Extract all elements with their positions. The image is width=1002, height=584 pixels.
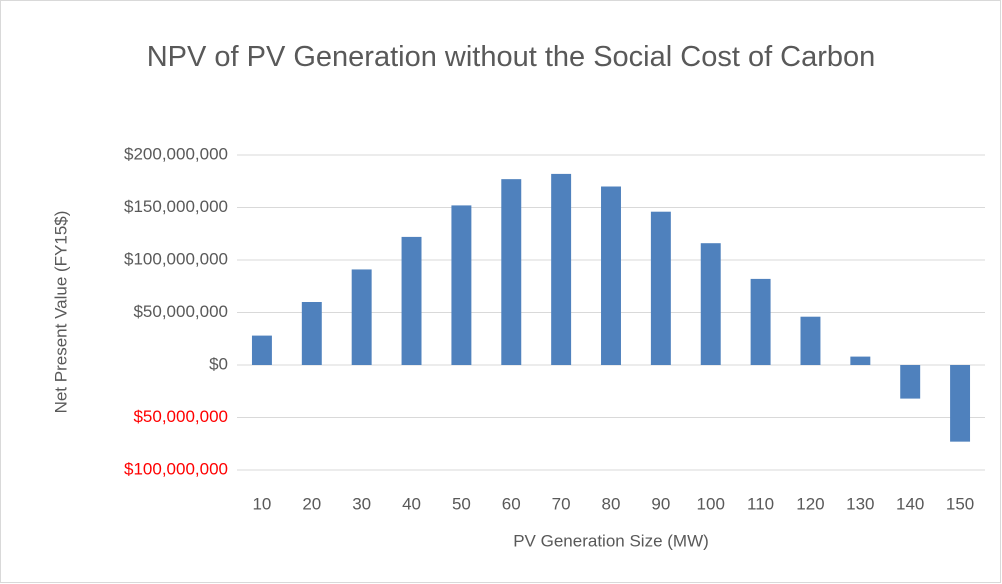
x-tick-label: 90 [651, 494, 670, 513]
y-tick-label: $0 [209, 354, 228, 373]
bar [251, 335, 272, 365]
bar [401, 236, 422, 365]
x-tick-label: 150 [946, 494, 974, 513]
y-tick-label: $200,000,000 [124, 144, 228, 163]
y-tick-label: $50,000,000 [133, 302, 228, 321]
x-tick-label: 30 [352, 494, 371, 513]
bar [351, 269, 372, 365]
bar [750, 278, 771, 365]
bar [850, 356, 871, 365]
x-tick-label: 50 [452, 494, 471, 513]
x-tick-label: 60 [502, 494, 521, 513]
bar [800, 316, 821, 365]
x-tick-label: 100 [697, 494, 725, 513]
x-tick-label: 110 [747, 494, 774, 513]
x-tick-label: 10 [252, 494, 271, 513]
x-tick-label: 140 [896, 494, 924, 513]
chart-title: NPV of PV Generation without the Social … [146, 41, 876, 73]
y-tick-label: $150,000,000 [124, 197, 228, 216]
x-tick-label: 130 [846, 494, 874, 513]
bar [301, 302, 322, 365]
x-tick-label: 40 [402, 494, 421, 513]
y-axis-title: Net Present Value (FY15$) [51, 211, 70, 414]
bar [650, 211, 671, 365]
bar [601, 186, 621, 365]
bar [451, 205, 472, 365]
bar [551, 173, 572, 365]
x-tick-label: 20 [302, 494, 321, 513]
y-tick-label: $100,000,000 [124, 249, 228, 268]
bar [900, 365, 921, 399]
y-tick-label: $50,000,000 [133, 407, 228, 426]
bar [501, 179, 522, 365]
x-tick-label: 70 [552, 494, 571, 513]
bar [700, 243, 721, 365]
x-axis-title: PV Generation Size (MW) [513, 531, 709, 550]
bar [950, 365, 971, 442]
y-tick-label: $100,000,000 [124, 459, 228, 478]
x-tick-label: 120 [796, 494, 824, 513]
x-tick-label: 80 [602, 494, 621, 513]
